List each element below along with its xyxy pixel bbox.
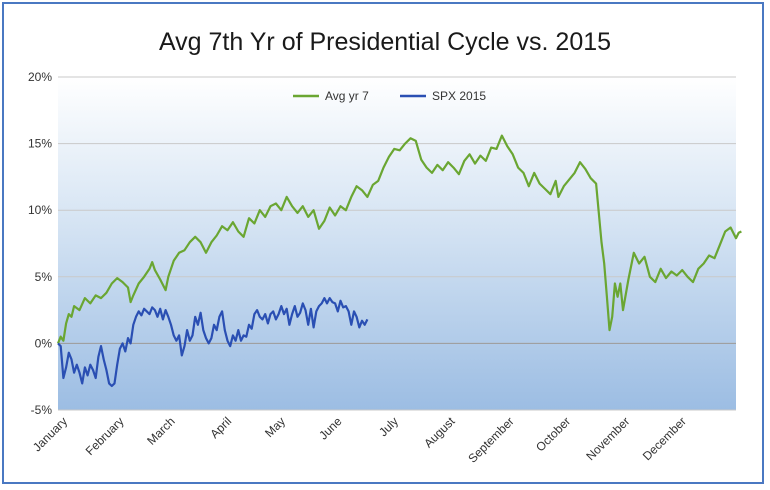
x-tick-label: December	[640, 414, 689, 463]
x-tick-label: October	[533, 414, 573, 454]
x-tick-label: February	[83, 414, 127, 458]
y-tick-label: 5%	[35, 270, 53, 284]
x-tick-label: May	[262, 414, 288, 440]
series-line-avg-yr-7	[56, 134, 742, 344]
x-tick-label: April	[207, 414, 234, 441]
legend-label: SPX 2015	[432, 89, 486, 103]
x-tick-label: August	[421, 414, 458, 451]
series-lines	[56, 134, 742, 388]
legend: Avg yr 7 SPX 2015	[293, 89, 486, 103]
y-tick-label: 10%	[28, 203, 52, 217]
y-tick-label: -5%	[31, 403, 53, 417]
plot-area	[58, 77, 736, 410]
x-tick-label: July	[376, 414, 401, 439]
x-tick-label: September	[465, 414, 516, 465]
y-tick-label: 0%	[35, 336, 53, 350]
y-tick-label: 15%	[28, 137, 52, 151]
gridlines	[58, 76, 736, 411]
chart-title: Avg 7th Yr of Presidential Cycle vs. 201…	[159, 28, 611, 56]
y-axis-ticks: -5% 0% 5% 10% 15% 20%	[28, 70, 52, 417]
series-line-spx-2015	[57, 297, 369, 388]
x-tick-label: June	[316, 414, 345, 443]
x-axis-ticks: January February March April May June July Augu…	[30, 414, 689, 466]
x-tick-label: March	[144, 414, 177, 447]
x-tick-label: January	[30, 414, 70, 454]
x-tick-label: November	[583, 414, 632, 463]
y-tick-label: 20%	[28, 70, 52, 84]
legend-label: Avg yr 7	[325, 89, 369, 103]
